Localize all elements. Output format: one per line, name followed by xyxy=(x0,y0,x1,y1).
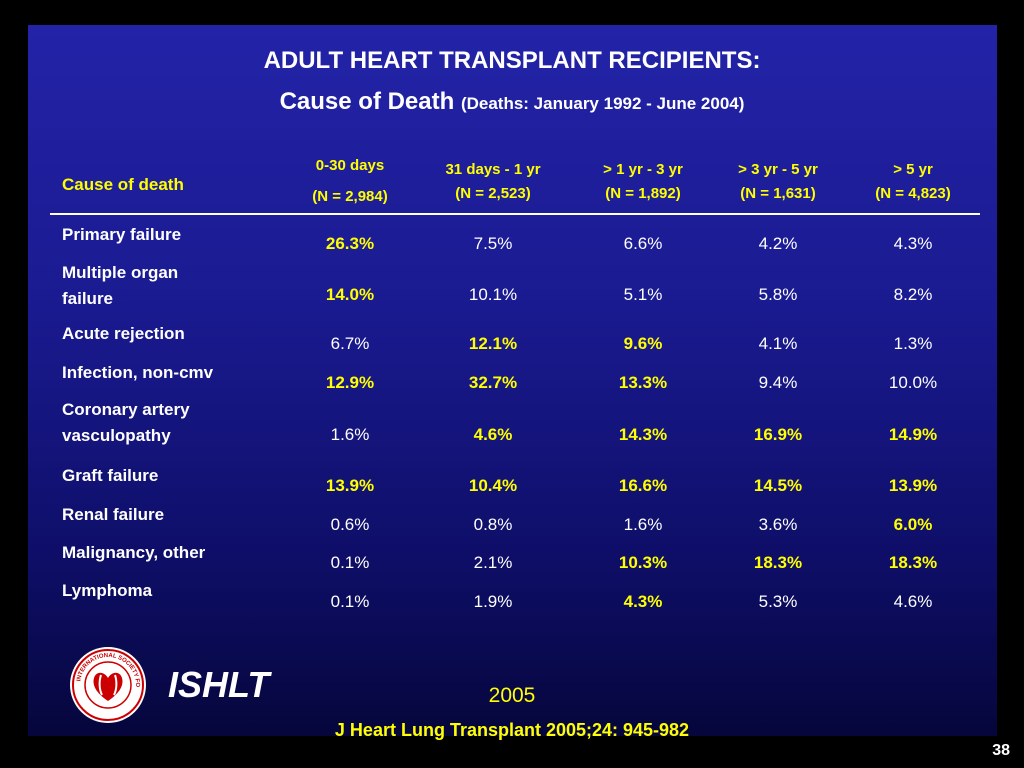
row-label: Primary failure xyxy=(62,222,272,248)
table-cell: 0.6% xyxy=(330,515,370,534)
table-cell: 10.0% xyxy=(888,373,938,392)
table-cell: 4.6% xyxy=(893,592,933,611)
row-label: Infection, non-cmv xyxy=(62,360,272,386)
table-cell: 6.7% xyxy=(330,334,370,353)
slide-background xyxy=(28,25,997,736)
row-label-line: Graft failure xyxy=(62,466,159,485)
table-cell: 5.8% xyxy=(758,285,798,304)
report-year: 2005 xyxy=(488,684,536,707)
row-label: Coronary artery vasculopathy xyxy=(62,397,272,449)
org-name: ISHLT xyxy=(168,664,270,705)
table-cell: 14.5% xyxy=(753,476,803,495)
table-cell: 1.6% xyxy=(623,515,663,534)
table-cell: 4.2% xyxy=(758,234,798,253)
header-col-4-period: > 3 yr - 5 yr xyxy=(738,161,818,178)
row-label: Lymphoma xyxy=(62,578,272,604)
header-col-4: > 3 yr - 5 yr (N = 1,631) xyxy=(708,158,848,206)
header-col-2-n: (N = 2,523) xyxy=(455,185,531,202)
row-label: Renal failure xyxy=(62,502,272,528)
table-cell: 4.3% xyxy=(893,234,933,253)
row-label-line: Acute rejection xyxy=(62,324,185,343)
table-cell: 18.3% xyxy=(888,553,938,572)
table-cell: 6.0% xyxy=(893,515,933,534)
row-label-line: Infection, non-cmv xyxy=(62,363,214,382)
row-label: Malignancy, other xyxy=(62,540,272,566)
table-cell: 13.9% xyxy=(325,476,375,495)
row-label-line: Lymphoma xyxy=(62,581,153,600)
header-col-3-n: (N = 1,892) xyxy=(605,185,681,202)
row-label-line: Primary failure xyxy=(62,225,182,244)
table-cell: 4.6% xyxy=(473,425,513,444)
table-cell: 6.6% xyxy=(623,234,663,253)
row-label-line: Renal failure xyxy=(62,505,165,524)
header-col-3: > 1 yr - 3 yr (N = 1,892) xyxy=(573,158,713,206)
table-cell: 18.3% xyxy=(753,553,803,572)
header-col-2-period: 31 days - 1 yr xyxy=(445,161,541,178)
table-cell: 16.6% xyxy=(618,476,668,495)
header-col-1-period: 0-30 days xyxy=(315,157,385,174)
table-cell: 14.3% xyxy=(618,425,668,444)
subtitle-date-range: (Deaths: January 1992 - June 2004) xyxy=(460,94,745,113)
header-col-5: > 5 yr (N = 4,823) xyxy=(843,158,983,206)
table-cell: 9.6% xyxy=(623,334,663,353)
table-cell: 26.3% xyxy=(325,234,375,253)
table-cell: 10.4% xyxy=(468,476,518,495)
header-col-1-n: (N = 2,984) xyxy=(312,188,388,205)
table-cell: 1.6% xyxy=(330,425,370,444)
header-col-2: 31 days - 1 yr (N = 2,523) xyxy=(423,158,563,206)
header-divider xyxy=(50,213,980,215)
header-col-5-n: (N = 4,823) xyxy=(875,185,951,202)
table-cell: 9.4% xyxy=(758,373,798,392)
table-cell: 10.1% xyxy=(468,285,518,304)
table-cell: 2.1% xyxy=(473,553,513,572)
ishlt-logo: INTERNATIONAL SOCIETY FOR HEART & LUNG T… xyxy=(66,641,148,730)
page-number: 38 xyxy=(992,742,1010,759)
row-label-line: vasculopathy xyxy=(62,426,171,445)
row-label: Acute rejection xyxy=(62,321,272,347)
table-cell: 8.2% xyxy=(893,285,933,304)
table-cell: 32.7% xyxy=(468,373,518,392)
table-cell: 12.9% xyxy=(325,373,375,392)
table-cell: 13.9% xyxy=(888,476,938,495)
table-cell: 3.6% xyxy=(758,515,798,534)
row-label: Graft failure xyxy=(62,463,272,489)
table-cell: 5.3% xyxy=(758,592,798,611)
slide-subtitle: Cause of Death (Deaths: January 1992 - J… xyxy=(0,88,1024,116)
table-cell: 13.3% xyxy=(618,373,668,392)
row-label-line: Multiple organ xyxy=(62,263,179,282)
table-cell: 14.0% xyxy=(325,285,375,304)
row-label: Multiple organ failure xyxy=(62,260,272,312)
table-cell: 4.1% xyxy=(758,334,798,353)
journal-citation: J Heart Lung Transplant 2005;24: 945-982 xyxy=(334,720,690,740)
slide-title: ADULT HEART TRANSPLANT RECIPIENTS: xyxy=(263,47,761,74)
table-cell: 16.9% xyxy=(753,425,803,444)
row-label-line: Malignancy, other xyxy=(62,543,206,562)
table-cell: 5.1% xyxy=(623,285,663,304)
header-col-4-n: (N = 1,631) xyxy=(740,185,816,202)
row-label-line: failure xyxy=(62,289,114,308)
subtitle-main: Cause of Death xyxy=(279,88,455,115)
header-col-1: 0-30 days (N = 2,984) xyxy=(290,154,410,209)
header-cause-of-death: Cause of death xyxy=(62,175,184,194)
table-cell: 7.5% xyxy=(473,234,513,253)
table-cell: 0.1% xyxy=(330,553,370,572)
table-cell: 0.1% xyxy=(330,592,370,611)
table-cell: 10.3% xyxy=(618,553,668,572)
row-label-line: Coronary artery xyxy=(62,400,190,419)
table-cell: 14.9% xyxy=(888,425,938,444)
table-cell: 0.8% xyxy=(473,515,513,534)
header-col-3-period: > 1 yr - 3 yr xyxy=(603,161,683,178)
table-cell: 1.9% xyxy=(473,592,513,611)
table-cell: 4.3% xyxy=(623,592,663,611)
header-col-5-period: > 5 yr xyxy=(893,161,933,178)
table-cell: 1.3% xyxy=(893,334,933,353)
table-cell: 12.1% xyxy=(468,334,518,353)
